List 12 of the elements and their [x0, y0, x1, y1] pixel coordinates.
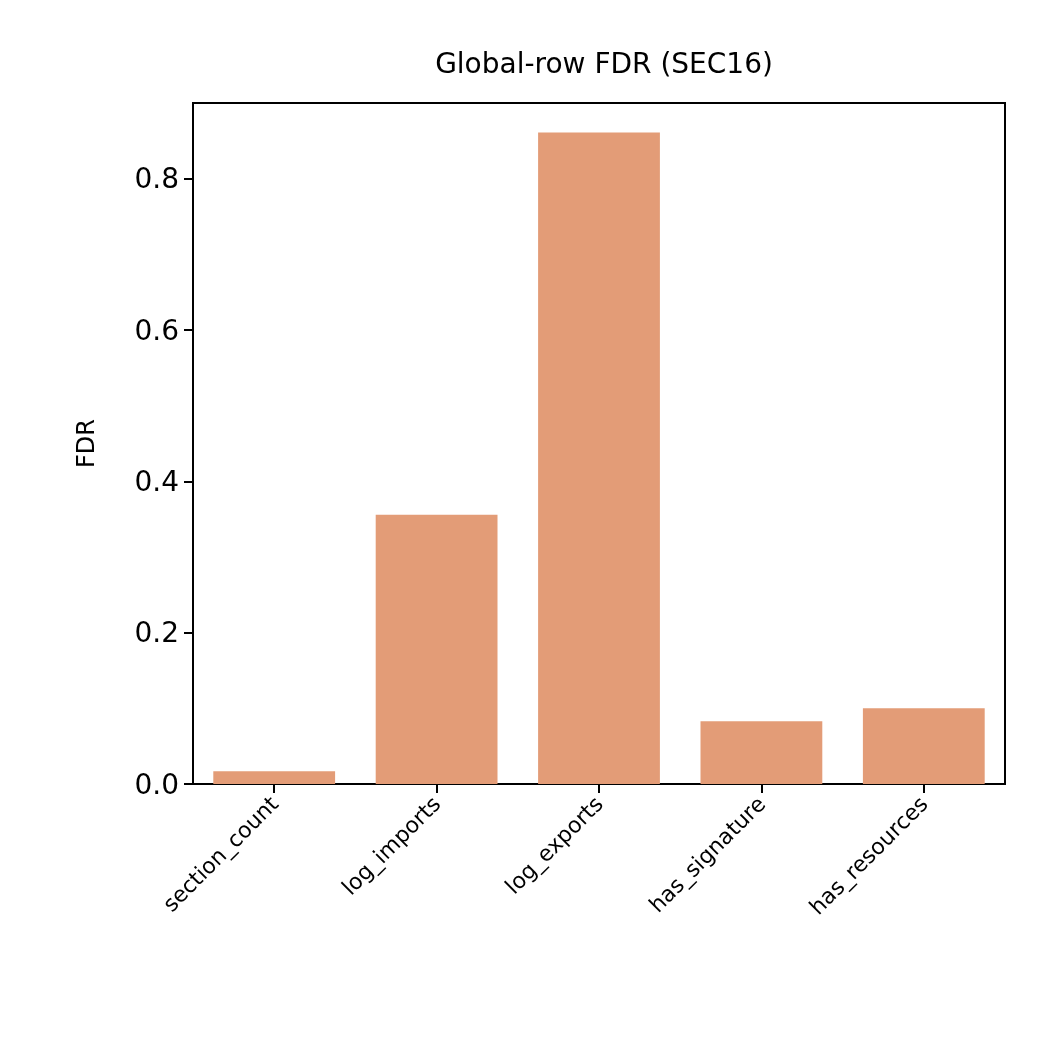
chart-title: Global-row FDR (SEC16): [435, 46, 773, 80]
y-tick-label: 0.6: [134, 313, 179, 347]
y-axis-title: FDR: [72, 419, 100, 468]
y-tick-label: 0.2: [134, 616, 179, 650]
bar: [375, 514, 498, 784]
bar: [700, 721, 823, 784]
y-tick-label: 0.0: [134, 767, 179, 801]
y-tick-label: 0.4: [134, 464, 179, 498]
y-tick-label: 0.8: [134, 162, 179, 196]
bar: [862, 708, 985, 784]
bar: [538, 132, 660, 784]
bar: [213, 771, 336, 784]
